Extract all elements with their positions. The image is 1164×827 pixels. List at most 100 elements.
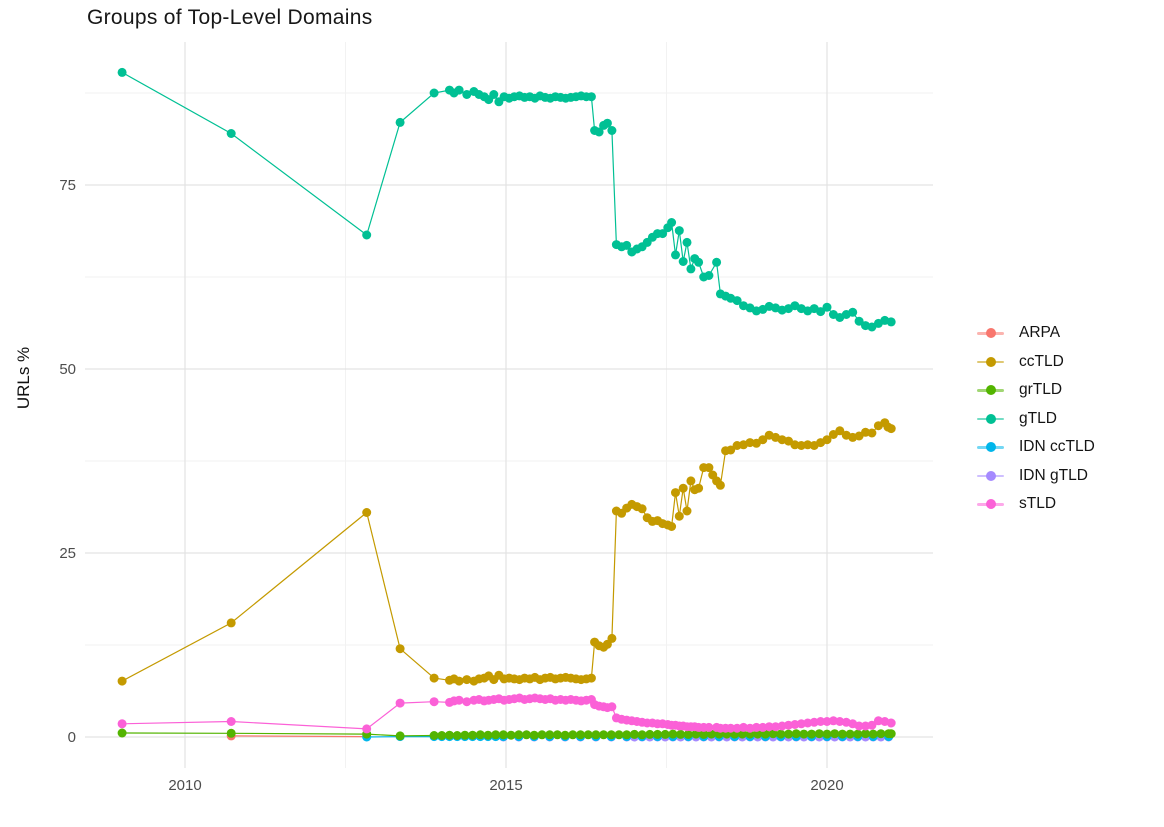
legend-item-arpa: ARPA <box>977 319 1095 348</box>
data-point <box>454 676 464 686</box>
data-point <box>768 729 778 739</box>
legend: ARPA ccTLD grTLD gTLD IDN ccTLD IDN gTLD sTLD <box>977 319 1095 519</box>
data-point <box>671 250 680 260</box>
data-point <box>807 729 817 739</box>
data-point <box>678 483 688 493</box>
data-point <box>462 697 472 707</box>
data-point <box>682 237 692 247</box>
data-point <box>799 729 809 739</box>
data-point <box>460 730 470 740</box>
data-point <box>537 730 547 740</box>
data-point <box>429 673 439 683</box>
data-point <box>830 729 840 739</box>
data-point <box>816 717 826 726</box>
data-point <box>560 730 570 740</box>
x-tick-label: 2010 <box>168 777 201 794</box>
data-point <box>437 731 447 740</box>
data-point <box>861 729 870 739</box>
y-tick-label: 75 <box>59 177 76 194</box>
legend-key-dot <box>985 413 996 424</box>
legend-key-icon <box>977 412 1004 426</box>
data-point <box>683 729 693 739</box>
data-point <box>848 307 858 317</box>
legend-item-idn-gtld: IDN gTLD <box>977 462 1095 491</box>
series-points-cctld <box>117 418 896 686</box>
data-point <box>226 728 236 738</box>
data-point <box>607 702 617 712</box>
data-point <box>886 424 896 434</box>
data-point <box>771 722 781 732</box>
legend-item-label: grTLD <box>1019 381 1063 399</box>
data-point <box>667 522 677 531</box>
legend-key-dot <box>985 499 996 510</box>
data-point <box>854 316 864 326</box>
y-tick-label: 50 <box>59 361 76 378</box>
data-point <box>678 257 688 266</box>
legend-key-icon <box>977 355 1004 369</box>
data-point <box>395 731 405 741</box>
data-point <box>226 717 236 726</box>
legend-key-dot <box>985 442 996 453</box>
data-point <box>607 633 617 643</box>
data-point <box>660 729 670 739</box>
data-point <box>586 92 596 102</box>
legend-key-icon <box>977 497 1004 511</box>
legend-item-label: sTLD <box>1019 495 1057 513</box>
data-point <box>606 730 616 740</box>
data-point <box>462 90 472 99</box>
legend-item-label: ccTLD <box>1019 352 1064 370</box>
data-point <box>622 240 632 250</box>
legend-key-dot <box>985 470 996 481</box>
data-point <box>591 730 601 740</box>
data-point <box>468 730 478 740</box>
legend-item-label: IDN gTLD <box>1019 466 1088 484</box>
data-point <box>607 126 617 135</box>
data-point <box>822 302 832 312</box>
legend-item-label: IDN ccTLD <box>1019 438 1095 456</box>
data-point <box>704 271 714 280</box>
legend-item-stld: sTLD <box>977 490 1095 519</box>
data-point <box>758 435 768 445</box>
data-point <box>791 729 801 739</box>
data-point <box>475 730 485 740</box>
legend-key-icon <box>977 469 1004 483</box>
data-point <box>667 218 677 227</box>
data-point <box>395 644 405 654</box>
data-point <box>568 730 578 740</box>
data-point <box>429 731 439 740</box>
data-point <box>868 729 878 739</box>
data-point <box>117 728 127 738</box>
data-point <box>682 506 692 516</box>
data-point <box>226 129 236 138</box>
data-point <box>491 730 501 740</box>
data-point <box>686 264 696 274</box>
data-point <box>429 697 439 707</box>
data-point <box>629 729 639 739</box>
legend-key-icon <box>977 326 1004 340</box>
data-point <box>599 730 609 740</box>
data-point <box>732 296 742 306</box>
data-point <box>545 730 555 740</box>
data-point <box>454 695 464 705</box>
data-point <box>737 729 747 739</box>
legend-item-cctld: ccTLD <box>977 348 1095 377</box>
chart-title: Groups of Top-Level Domains <box>87 6 373 29</box>
data-point <box>498 730 508 740</box>
data-point <box>674 226 684 236</box>
data-point <box>395 698 405 708</box>
data-point <box>622 730 632 740</box>
data-point <box>395 117 405 127</box>
data-point <box>362 230 372 240</box>
data-point <box>694 257 704 267</box>
series-line-cctld <box>121 421 892 682</box>
data-point <box>776 729 786 739</box>
data-point <box>751 722 761 732</box>
data-point <box>452 731 462 740</box>
legend-item-label: gTLD <box>1019 409 1057 427</box>
data-point <box>867 428 877 438</box>
legend-key-icon <box>977 383 1004 397</box>
data-point <box>867 720 877 730</box>
data-point <box>653 729 662 739</box>
data-point <box>854 721 864 731</box>
